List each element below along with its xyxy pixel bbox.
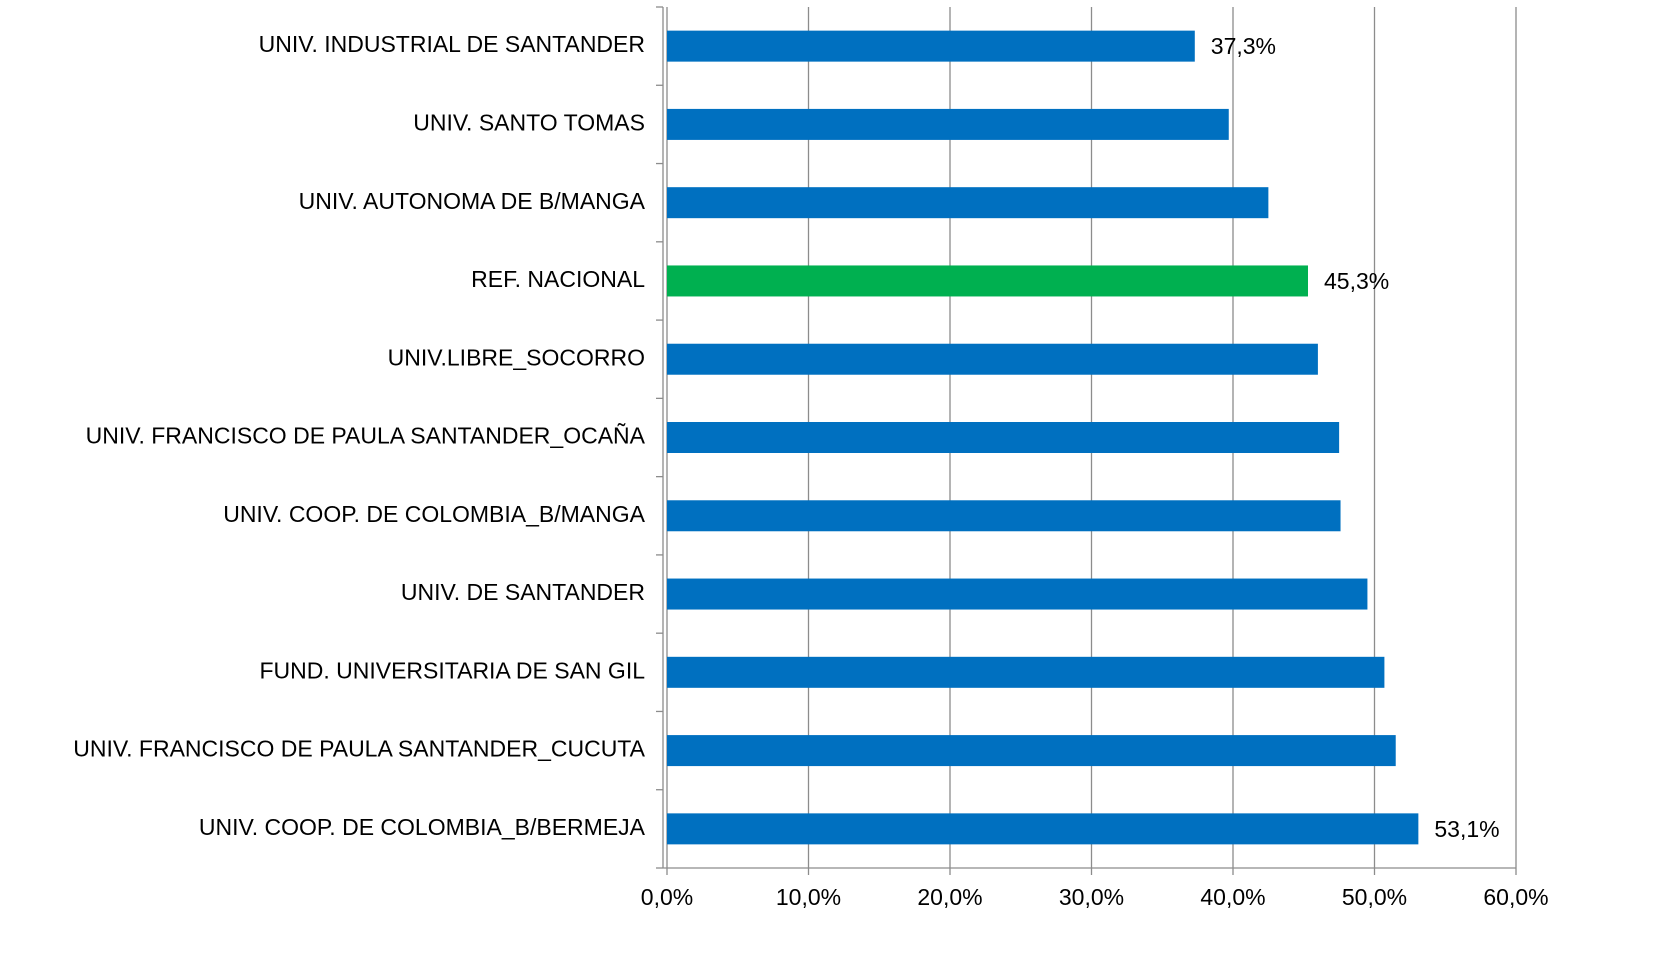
bar — [667, 813, 1419, 845]
data-label: 37,3% — [1211, 33, 1276, 59]
y-tick-label: UNIV. COOP. DE COLOMBIA_B/MANGA — [223, 501, 645, 527]
bar — [667, 265, 1308, 297]
y-tick-label: UNIV. FRANCISCO DE PAULA SANTANDER_CUCUT… — [73, 736, 645, 762]
x-tick-label: 20,0% — [917, 884, 982, 910]
y-tick-label: FUND. UNIVERSITARIA DE SAN GIL — [259, 657, 645, 683]
x-tick-label: 30,0% — [1059, 884, 1124, 910]
y-tick-label: UNIV. INDUSTRIAL DE SANTANDER — [259, 31, 645, 57]
bar — [667, 187, 1269, 219]
x-tick-label: 0,0% — [641, 884, 693, 910]
data-label: 45,3% — [1324, 268, 1389, 294]
y-tick-label: UNIV. AUTONOMA DE B/MANGA — [299, 188, 646, 214]
bar — [667, 108, 1229, 140]
bar — [667, 30, 1195, 62]
bar — [667, 343, 1318, 375]
x-tick-label: 40,0% — [1200, 884, 1265, 910]
y-tick-label: UNIV.LIBRE_SOCORRO — [388, 344, 645, 370]
y-tick-label: UNIV. FRANCISCO DE PAULA SANTANDER_OCAÑA — [86, 423, 646, 449]
bar — [667, 500, 1341, 532]
x-tick-label: 10,0% — [776, 884, 841, 910]
x-tick-label: 60,0% — [1483, 884, 1548, 910]
x-tick-label: 50,0% — [1342, 884, 1407, 910]
y-tick-label: UNIV. DE SANTANDER — [401, 579, 645, 605]
y-tick-label: UNIV. COOP. DE COLOMBIA_B/BERMEJA — [199, 814, 646, 840]
y-tick-label: REF. NACIONAL — [471, 266, 645, 292]
y-tick-label: UNIV. SANTO TOMAS — [413, 109, 645, 135]
bar — [667, 578, 1368, 610]
data-label: 53,1% — [1434, 816, 1499, 842]
bar — [667, 735, 1396, 767]
bar — [667, 422, 1340, 453]
bar — [667, 656, 1385, 688]
